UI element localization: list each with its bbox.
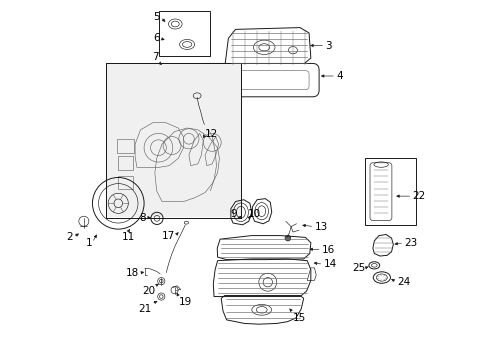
Text: 6: 6	[153, 33, 160, 43]
FancyBboxPatch shape	[369, 163, 391, 221]
Text: 12: 12	[204, 129, 218, 139]
Text: 15: 15	[292, 313, 305, 323]
Text: 1: 1	[85, 238, 92, 248]
Text: 17: 17	[162, 231, 175, 240]
Text: 23: 23	[403, 238, 416, 248]
Bar	[159, 12, 210, 56]
Text: 8: 8	[139, 213, 145, 222]
Text: 13: 13	[314, 222, 327, 231]
Circle shape	[285, 235, 290, 241]
Bar	[118, 176, 133, 189]
Text: 7: 7	[151, 51, 158, 62]
Text: 21: 21	[138, 304, 151, 314]
Bar	[106, 63, 241, 218]
Text: 14: 14	[323, 259, 336, 269]
Text: 19: 19	[178, 297, 191, 307]
Text: 24: 24	[396, 277, 409, 287]
Bar	[364, 158, 415, 225]
Text: 10: 10	[247, 210, 260, 220]
Bar	[118, 156, 133, 170]
Text: 11: 11	[121, 232, 134, 242]
FancyBboxPatch shape	[198, 63, 319, 97]
Text: 4: 4	[335, 71, 342, 81]
Text: 16: 16	[321, 245, 334, 255]
Text: 5: 5	[153, 12, 160, 22]
Text: 2: 2	[66, 232, 73, 242]
Bar	[106, 63, 241, 218]
FancyBboxPatch shape	[208, 71, 308, 90]
Bar	[117, 139, 134, 153]
Text: 22: 22	[411, 191, 425, 201]
Text: 3: 3	[325, 41, 331, 50]
Text: 9: 9	[230, 210, 237, 220]
Text: 18: 18	[125, 268, 139, 278]
Text: 20: 20	[142, 286, 155, 296]
Bar	[106, 64, 240, 217]
Text: 25: 25	[352, 263, 365, 273]
